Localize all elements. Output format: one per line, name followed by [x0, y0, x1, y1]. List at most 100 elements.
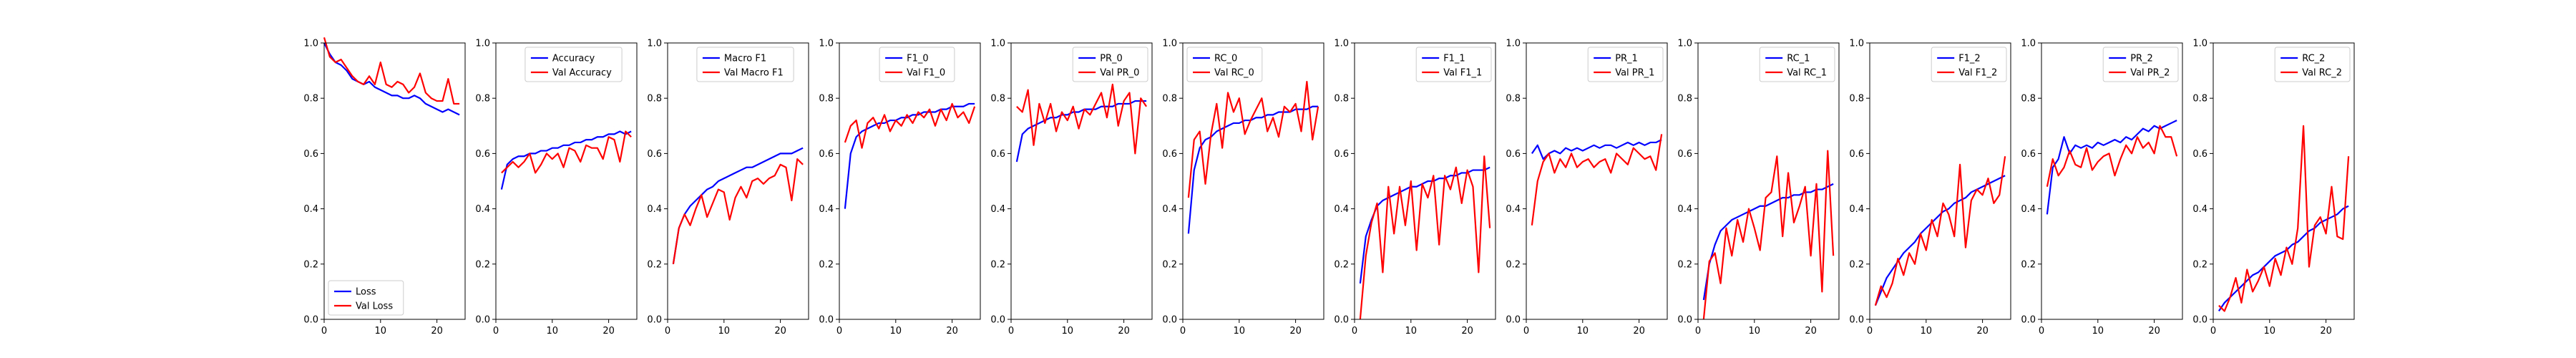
x-tick-label: 0 [1523, 326, 1529, 337]
y-tick-label: 0.6 [1162, 149, 1177, 160]
legend-entry: Val Loss [356, 301, 393, 312]
subplot-10: 0.0 0.2 0.4 0.6 0.8 1.0 0 10 20 F1_2 Val F1_2 [1849, 39, 2011, 337]
y-tick-label: 0.0 [819, 315, 834, 326]
x-tick-label: 20 [774, 326, 786, 337]
x-tick-label: 20 [431, 326, 443, 337]
y-tick-label: 0.8 [990, 94, 1005, 105]
y-tick-label: 0.2 [1162, 259, 1177, 270]
legend-entry: Val RC_0 [1214, 68, 1254, 79]
legend-entry: RC_0 [1214, 54, 1237, 64]
axes-frame [2041, 42, 2183, 320]
y-tick-label: 0.8 [1334, 94, 1349, 105]
y-tick-label: 0.0 [1506, 315, 1521, 326]
series-line-rc-1 [1702, 183, 1834, 301]
y-tick-label: 1.0 [1162, 39, 1177, 49]
legend-entry: Accuracy [552, 54, 595, 64]
y-tick-label: 0.8 [1677, 94, 1692, 105]
axes-frame [839, 42, 981, 320]
y-tick-label: 0.2 [1506, 259, 1521, 270]
y-tick-label: 0.0 [475, 315, 490, 326]
legend-entry: PR_1 [1615, 54, 1638, 64]
subplot-8: 0.0 0.2 0.4 0.6 0.8 1.0 0 10 20 PR_1 Val PR_1 [1506, 39, 1668, 337]
y-tick-label: 0.2 [303, 259, 318, 270]
axes-frame [1526, 42, 1668, 320]
series-line-val-pr-2 [2046, 125, 2178, 187]
y-tick-label: 0.8 [819, 94, 834, 105]
axes-frame [1010, 42, 1153, 320]
x-tick-label: 20 [1289, 326, 1302, 337]
y-tick-label: 0.4 [303, 204, 318, 215]
subplot-3: 0.0 0.2 0.4 0.6 0.8 1.0 0 10 20 Macro F1 Val Macro… [647, 39, 809, 337]
legend: Accuracy Val Accuracy [525, 47, 623, 82]
y-tick-label: 0.0 [990, 315, 1005, 326]
legend-entry: Val Macro F1 [724, 68, 784, 79]
series-line-f1-2 [1874, 175, 2006, 306]
y-tick-label: 0.6 [1677, 149, 1692, 160]
series-line-val-rc-1 [1702, 150, 1835, 320]
x-tick-label: 10 [547, 326, 559, 337]
x-tick-label: 0 [1180, 326, 1186, 337]
subplot-9: 0.0 0.2 0.4 0.6 0.8 1.0 0 10 20 RC_1 Val RC_1 [1677, 39, 1840, 337]
x-tick-label: 10 [1062, 326, 1074, 337]
subplot-2: 0.0 0.2 0.4 0.6 0.8 1.0 0 10 20 Accuracy Val Accur… [475, 39, 638, 337]
x-tick-label: 10 [1234, 326, 1246, 337]
y-tick-label: 0.4 [990, 204, 1005, 215]
x-tick-label: 0 [836, 326, 842, 337]
x-tick-label: 0 [493, 326, 499, 337]
x-tick-label: 10 [1405, 326, 1418, 337]
axes-frame [323, 42, 466, 320]
y-tick-label: 1.0 [1849, 39, 1864, 49]
subplot-4: 0.0 0.2 0.4 0.6 0.8 1.0 0 10 20 F1_0 Val F1_0 [819, 39, 981, 337]
y-tick-label: 0.2 [990, 259, 1005, 270]
x-tick-label: 20 [1633, 326, 1645, 337]
series-line-val-pr-1 [1531, 134, 1663, 226]
y-tick-label: 0.0 [2021, 315, 2036, 326]
y-tick-label: 0.0 [1677, 315, 1692, 326]
legend-entry: PR_0 [1100, 54, 1123, 64]
legend-entry: Macro F1 [724, 54, 766, 64]
y-tick-label: 1.0 [303, 39, 318, 49]
y-tick-label: 1.0 [475, 39, 490, 49]
y-tick-label: 1.0 [2021, 39, 2036, 49]
y-tick-label: 1.0 [1334, 39, 1349, 49]
series-line-pr-0 [1015, 100, 1147, 163]
series-line-macro-f1 [672, 147, 804, 264]
x-tick-label: 10 [890, 326, 902, 337]
y-tick-label: 0.6 [2021, 149, 2036, 160]
y-tick-label: 0.4 [1334, 204, 1349, 215]
y-tick-label: 0.4 [1677, 204, 1692, 215]
y-tick-label: 0.8 [1162, 94, 1177, 105]
x-tick-label: 10 [375, 326, 387, 337]
y-tick-label: 0.8 [2192, 94, 2207, 105]
legend: RC_1 Val RC_1 [1759, 47, 1835, 82]
y-tick-label: 0.4 [1849, 204, 1864, 215]
y-tick-label: 1.0 [2192, 39, 2207, 49]
x-tick-label: 0 [1695, 326, 1701, 337]
y-tick-label: 0.4 [2192, 204, 2207, 215]
x-tick-label: 20 [2320, 326, 2332, 337]
y-tick-label: 0.4 [647, 204, 662, 215]
y-tick-label: 0.2 [1677, 259, 1692, 270]
series-line-val-loss [323, 37, 460, 105]
series-line-val-accuracy [501, 130, 632, 174]
y-tick-label: 0.0 [1849, 315, 1864, 326]
x-tick-label: 10 [1921, 326, 1933, 337]
x-tick-label: 0 [2039, 326, 2044, 337]
x-tick-label: 20 [1461, 326, 1473, 337]
y-tick-label: 0.2 [819, 259, 834, 270]
legend-entry: Val PR_2 [2130, 68, 2170, 79]
y-tick-label: 0.6 [647, 149, 662, 160]
series-line-val-macro-f1 [672, 158, 804, 264]
legend-entry: RC_1 [1787, 54, 1810, 64]
y-tick-label: 0.4 [2021, 204, 2036, 215]
y-tick-label: 0.8 [475, 94, 490, 105]
series-line-val-pr-0 [1016, 83, 1148, 155]
series-line-val-rc-2 [2218, 125, 2350, 312]
legend-entry: F1_1 [1443, 54, 1465, 64]
x-tick-label: 0 [321, 326, 327, 337]
y-tick-label: 0.4 [1162, 204, 1177, 215]
y-tick-label: 0.6 [1849, 149, 1864, 160]
y-tick-label: 0.2 [1849, 259, 1864, 270]
subplot-12: 0.0 0.2 0.4 0.6 0.8 1.0 0 10 20 RC_2 Val RC_2 [2192, 39, 2355, 337]
subplot-7: 0.0 0.2 0.4 0.6 0.8 1.0 0 10 20 F1_1 Val F1_1 [1334, 39, 1496, 337]
